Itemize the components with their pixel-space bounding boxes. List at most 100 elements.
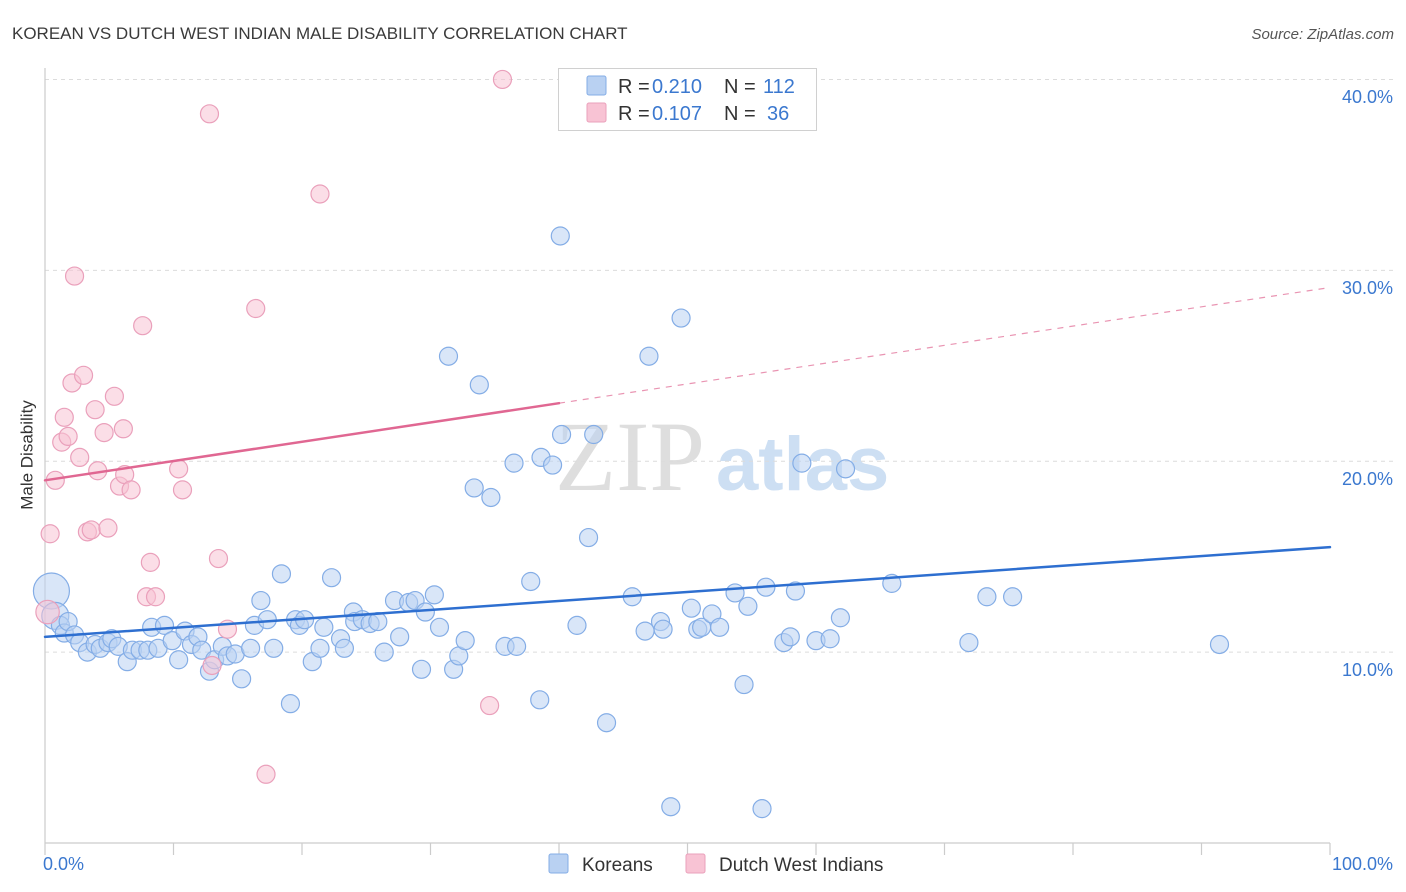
legend-n-label: N =: [724, 76, 756, 98]
watermark: ZIP atlas: [555, 401, 889, 512]
korean-point: [567, 615, 587, 635]
dutch-west-indian-trend-line-extension: [558, 286, 1331, 404]
series-legend-label-koreans: Koreans: [582, 855, 653, 876]
korean-point: [469, 375, 489, 395]
korean-point: [232, 669, 252, 689]
series-legend-label-dutch-west-indians: Dutch West Indians: [719, 855, 883, 876]
korean-point: [710, 617, 730, 637]
dutch-west-indian-trend-line: [43, 401, 561, 482]
y-axis-label: Male Disability: [17, 400, 36, 510]
y-tick-label-30: 30.0%: [1342, 278, 1393, 298]
dutch-west-indian-point: [113, 419, 133, 439]
dutch-west-indian-point: [70, 447, 90, 468]
y-tick-labels: 10.0% 20.0% 30.0% 40.0%: [1342, 87, 1393, 680]
dutch-west-indian-point: [208, 548, 229, 569]
korean-point: [169, 650, 189, 670]
watermark-zip: ZIP: [555, 401, 705, 512]
korean-point: [635, 621, 655, 641]
legend-n-value-dutch-west-indians: 36: [767, 103, 789, 125]
series-legend: Koreans Dutch West Indians: [548, 853, 883, 876]
korean-point: [334, 638, 355, 658]
dutch-west-indian-point: [94, 422, 114, 443]
x-ticks: [44, 843, 1331, 855]
dutch-west-indians-points: [35, 69, 513, 784]
legend-r-label: R =: [618, 103, 650, 125]
korean-point: [241, 638, 261, 658]
korean-point: [792, 453, 812, 473]
y-tick-label-40: 40.0%: [1342, 87, 1393, 107]
dutch-west-indian-point: [54, 407, 74, 427]
korean-point: [321, 568, 342, 588]
korean-point: [429, 617, 450, 637]
korean-point: [551, 424, 572, 445]
korean-point: [271, 564, 292, 584]
korean-point: [550, 226, 570, 246]
dutch-west-indian-point: [169, 459, 189, 479]
series-legend-swatch-koreans: [548, 853, 569, 874]
dutch-west-indian-point: [35, 599, 60, 625]
series-legend-swatch-dutch-west-indians: [685, 853, 706, 874]
korean-point: [780, 627, 800, 647]
stats-legend: R = 0.210 N = 112 R = 0.107 N = 36: [558, 68, 817, 131]
legend-r-value-koreans: 0.210: [652, 76, 702, 98]
korean-point: [424, 585, 444, 605]
korean-point: [734, 674, 754, 695]
korean-point: [1003, 587, 1023, 607]
korean-point: [310, 638, 330, 658]
korean-point: [639, 346, 659, 366]
koreans-points: [32, 226, 1230, 819]
dutch-west-indian-point: [172, 480, 193, 500]
korean-point: [661, 797, 681, 817]
legend-n-value-koreans: 112: [763, 76, 795, 98]
korean-point: [725, 583, 745, 603]
korean-point: [506, 636, 527, 656]
x-tick-label-first: 0.0%: [43, 854, 84, 874]
korean-point: [820, 629, 840, 649]
korean-point: [977, 587, 997, 607]
korean-point: [390, 627, 410, 647]
korean-point: [438, 346, 459, 366]
korean-point: [162, 631, 182, 651]
dutch-west-indian-point: [98, 518, 118, 538]
dutch-west-indian-point: [40, 524, 60, 544]
korean-point: [415, 602, 435, 622]
dutch-west-indian-point: [310, 184, 330, 204]
korean-point: [455, 631, 475, 651]
dutch-west-indian-point: [202, 655, 222, 676]
korean-point: [738, 596, 758, 616]
dutch-west-indian-point: [480, 695, 500, 716]
korean-point: [530, 690, 550, 710]
dutch-west-indian-point: [64, 266, 85, 286]
korean-point: [584, 424, 604, 445]
legend-swatch-dutch-west-indians: [586, 102, 607, 123]
korean-point: [835, 459, 856, 479]
dutch-west-indian-point: [246, 298, 266, 319]
dutch-west-indian-point: [133, 316, 153, 336]
dutch-west-indian-point: [81, 520, 101, 540]
y-gridlines: [45, 78, 1393, 653]
korean-point: [671, 308, 691, 328]
korean-point: [681, 598, 701, 618]
source-label: Source: ZipAtlas.com: [1251, 26, 1394, 43]
korean-point: [504, 453, 524, 473]
korean-point: [192, 640, 212, 660]
dutch-west-indian-point: [121, 480, 141, 500]
dutch-west-indian-point: [85, 400, 105, 420]
korean-point: [280, 694, 301, 714]
korean-point: [314, 617, 334, 637]
korean-point: [521, 571, 541, 592]
y-tick-label-10: 10.0%: [1342, 660, 1393, 680]
korean-point: [542, 455, 563, 475]
korean-point: [1209, 634, 1230, 655]
dutch-west-indian-point: [199, 104, 220, 124]
dutch-west-indian-point: [58, 426, 78, 447]
korean-point: [264, 638, 284, 658]
korean-point: [959, 632, 979, 653]
korean-point: [578, 527, 599, 548]
korean-point: [752, 799, 772, 819]
trend-lines: [43, 286, 1332, 639]
dutch-west-indian-point: [145, 587, 166, 607]
korean-point: [785, 581, 806, 601]
dutch-west-indian-point: [256, 764, 276, 784]
